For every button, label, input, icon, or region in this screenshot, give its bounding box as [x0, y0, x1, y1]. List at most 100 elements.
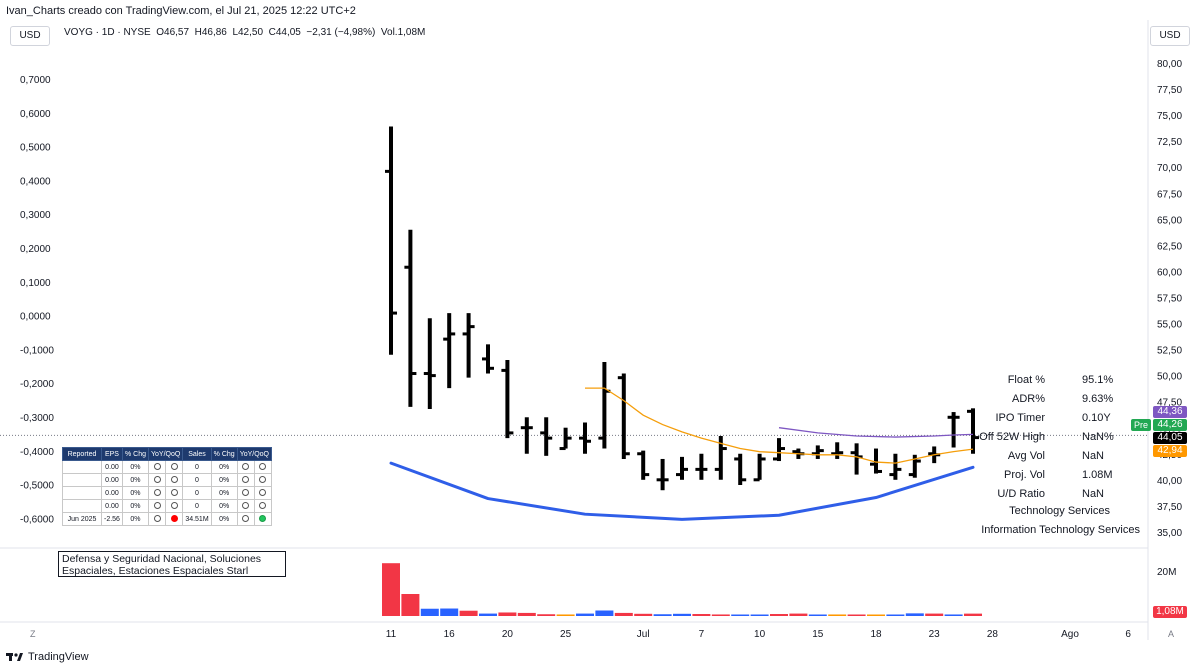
time-axis-tick-label: 20	[502, 629, 514, 640]
volume-bar	[789, 613, 808, 616]
earnings-table-cell	[236, 499, 255, 513]
left-axis-tick-label: 0,5000	[20, 143, 51, 154]
right-axis-tick-label: 37,50	[1157, 502, 1182, 513]
time-axis-tick-label: Ago	[1061, 629, 1079, 640]
left-axis-tick-label: 0,6000	[20, 109, 51, 120]
tradingview-logo-icon	[6, 653, 23, 661]
left-axis-tick-label: 0,3000	[20, 210, 51, 221]
volume-bar	[867, 614, 885, 616]
right-axis-tick-label: 65,00	[1157, 215, 1182, 226]
earnings-table-cell: -2.56	[101, 512, 123, 526]
stat-label: ADR%	[1011, 393, 1045, 405]
time-axis-tick-label: 7	[699, 629, 705, 640]
right-axis-tick-label: 47,50	[1157, 398, 1182, 409]
right-currency-button[interactable]: USD	[1150, 26, 1190, 46]
earnings-table-cell	[165, 460, 184, 474]
right-axis-tick-label: 80,00	[1157, 59, 1182, 70]
legend-symbol: VOYG · 1D · NYSE	[64, 27, 151, 38]
earnings-table-cell	[253, 499, 273, 513]
empty-circle-icon	[259, 502, 267, 510]
right-axis-tick-label: 35,00	[1157, 528, 1182, 539]
left-axis-tick-label: -0,3000	[20, 413, 54, 424]
legend-open: O46,57	[156, 27, 190, 38]
earnings-table-header: Reported	[62, 447, 102, 461]
earnings-table-cell	[165, 512, 184, 526]
ohlc-legend: VOYG · 1D · NYSE O46,57 H46,86 L42,50 C4…	[64, 27, 425, 38]
earnings-table-cell	[253, 512, 273, 526]
empty-circle-icon	[153, 502, 161, 510]
right-axis-tick-label: 55,00	[1157, 320, 1182, 331]
empty-circle-icon	[170, 476, 178, 484]
earnings-table-cell	[236, 473, 255, 487]
earnings-table-cell: 0	[182, 486, 212, 500]
volume-bar	[595, 610, 614, 616]
earnings-table-cell: 0%	[210, 460, 238, 474]
earnings-table-cell	[165, 499, 184, 513]
earnings-table-header: EPS	[101, 447, 123, 461]
volume-bar	[808, 614, 827, 616]
earnings-table-cell: 34.51M	[182, 512, 212, 526]
time-axis-tick-label: 16	[444, 629, 456, 640]
earnings-table-cell	[236, 460, 255, 474]
earnings-table-cell	[253, 486, 273, 500]
earnings-table-cell	[147, 512, 167, 526]
empty-circle-icon	[153, 476, 161, 484]
legend-change: −2,31 (−4,98%)	[306, 27, 376, 38]
stat-value: NaN%	[1082, 431, 1114, 443]
stat-value: NaN	[1082, 488, 1105, 500]
stat-label: Avg Vol	[1007, 450, 1045, 462]
rounding-bottom-arc	[389, 461, 975, 521]
earnings-table-header: Sales	[182, 447, 212, 461]
volume-bar	[634, 613, 653, 616]
volume-bar	[517, 612, 536, 616]
empty-circle-icon	[242, 515, 250, 523]
volume-bar	[440, 608, 459, 616]
earnings-table-cell: 0%	[210, 512, 238, 526]
left-axis-tick-label: 0,0000	[20, 312, 51, 323]
red-dot-icon	[170, 515, 178, 523]
empty-circle-icon	[153, 489, 161, 497]
right-axis-tick-label: 62,50	[1157, 241, 1182, 252]
moving-average-slow-line	[778, 427, 974, 438]
earnings-table-cell: 0%	[210, 499, 238, 513]
right-axis-tick-label: 75,00	[1157, 111, 1182, 122]
ma-slow-price-tag: 44,36	[1153, 406, 1187, 418]
time-axis-tick-label: 18	[870, 629, 882, 640]
empty-circle-icon	[242, 463, 250, 471]
zoom-corner-label[interactable]: Z	[30, 629, 36, 639]
empty-circle-icon	[259, 463, 267, 471]
right-axis-tick-label: 50,00	[1157, 372, 1182, 383]
earnings-table-row: 0.00 0% 0 0%	[62, 486, 273, 500]
right-axis-tick-label: 70,00	[1157, 163, 1182, 174]
earnings-table-cell	[147, 473, 167, 487]
earnings-table-cell	[236, 486, 255, 500]
time-axis-tick-label: 15	[812, 629, 824, 640]
earnings-table-cell: 0.00	[101, 486, 123, 500]
volume-bar	[459, 610, 478, 616]
time-axis-tick-label: 6	[1125, 629, 1131, 640]
earnings-table-row: 0.00 0% 0 0%	[62, 499, 273, 513]
volume-bar	[711, 614, 730, 616]
left-axis-tick-label: -0,5000	[20, 481, 54, 492]
auto-scale-button[interactable]: A	[1168, 629, 1175, 639]
earnings-table-cell	[62, 473, 102, 487]
premarket-price-tag: 44,26	[1153, 419, 1187, 431]
left-axis-tick-label: 0,7000	[20, 75, 51, 86]
volume-bar	[770, 614, 788, 616]
time-axis-tick-label: 23	[929, 629, 941, 640]
earnings-table-cell	[147, 486, 167, 500]
volume-bar	[537, 614, 556, 616]
earnings-table-cell: 0%	[121, 473, 149, 487]
earnings-table-cell	[147, 499, 167, 513]
earnings-table-cell: 0%	[210, 473, 238, 487]
left-axis-tick-label: -0,1000	[20, 345, 54, 356]
volume-bar	[653, 614, 672, 616]
earnings-table-cell	[253, 473, 273, 487]
earnings-table-cell: 0%	[210, 486, 238, 500]
left-axis-tick-label: -0,4000	[20, 447, 54, 458]
stat-label: IPO Timer	[995, 412, 1045, 424]
volume-bar	[498, 612, 517, 616]
left-currency-button[interactable]: USD	[10, 26, 50, 46]
empty-circle-icon	[153, 515, 161, 523]
